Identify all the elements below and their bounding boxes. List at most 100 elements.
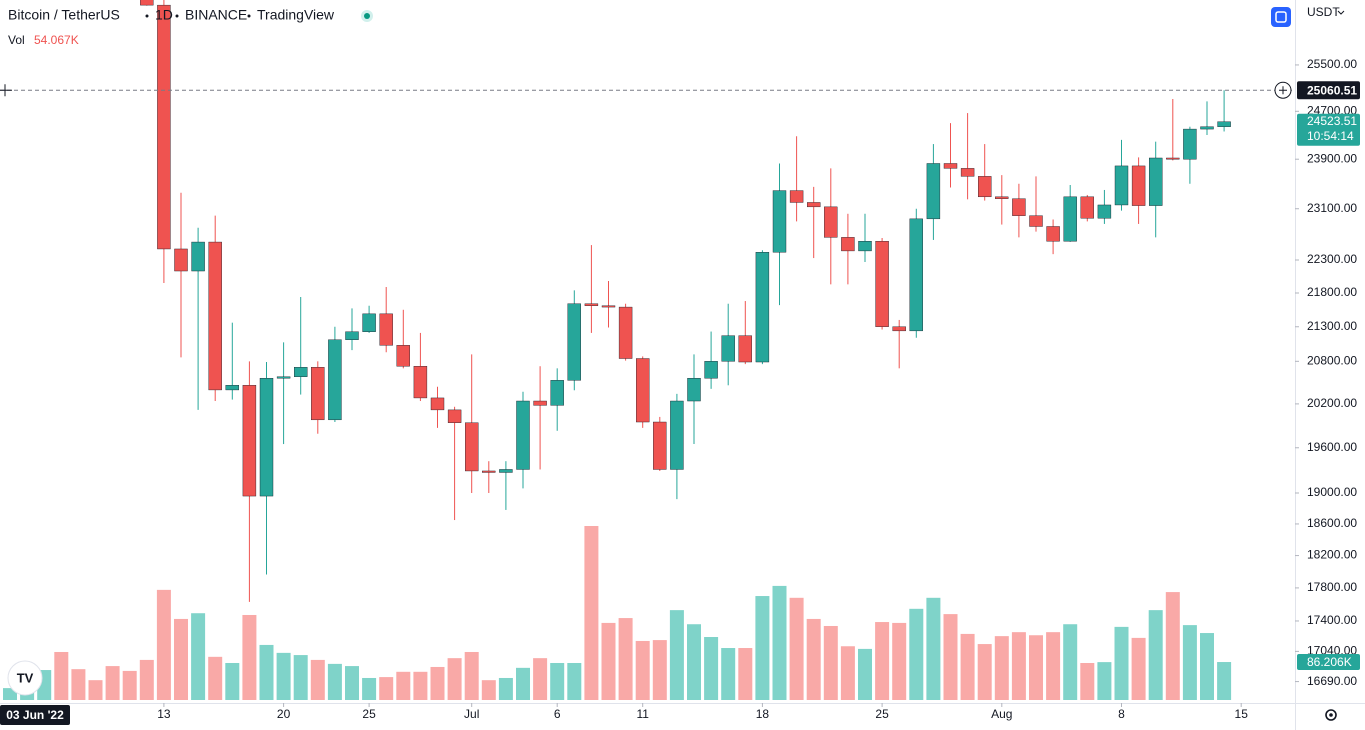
separator bbox=[175, 14, 179, 18]
candle-body bbox=[1166, 157, 1180, 160]
volume-bar bbox=[892, 622, 907, 700]
candle-body bbox=[1012, 198, 1026, 216]
volume-bar bbox=[242, 614, 257, 700]
interval[interactable]: 1D bbox=[155, 7, 173, 23]
volume-bar bbox=[276, 652, 291, 700]
candle-body bbox=[396, 345, 410, 367]
x-tick-label: Jul bbox=[464, 707, 479, 721]
volume-bar bbox=[704, 637, 719, 700]
candle-body bbox=[157, 4, 171, 250]
y-tick-label: 23900.00 bbox=[1307, 151, 1357, 165]
settings-icon[interactable] bbox=[1325, 709, 1337, 721]
y-tick-label: 23100.00 bbox=[1307, 201, 1357, 215]
market-status-dot bbox=[364, 13, 370, 19]
volume-bar bbox=[191, 613, 206, 700]
candle-body bbox=[1200, 126, 1214, 130]
volume-bar bbox=[139, 659, 154, 700]
candle-body bbox=[1148, 157, 1163, 206]
volume-bar bbox=[1029, 635, 1043, 700]
candle-body bbox=[841, 237, 855, 252]
volume-bar bbox=[840, 646, 855, 700]
candle-body bbox=[362, 313, 376, 332]
candle-body bbox=[1029, 215, 1043, 227]
volume-bar bbox=[379, 677, 394, 700]
volume-bar bbox=[396, 671, 411, 700]
candle-body bbox=[140, 0, 154, 6]
volume-bar bbox=[71, 669, 86, 700]
y-tick-label: 17800.00 bbox=[1307, 580, 1357, 594]
candle-body bbox=[294, 367, 308, 377]
candle-body bbox=[601, 305, 616, 308]
volume-bar bbox=[550, 662, 565, 700]
x-tick-label: 11 bbox=[636, 707, 649, 721]
candle-body bbox=[567, 303, 581, 381]
y-tick-label: 16690.00 bbox=[1307, 674, 1357, 688]
candle-body bbox=[909, 218, 923, 332]
x-tick-label: Aug bbox=[991, 707, 1012, 721]
y-tick-label: 20200.00 bbox=[1307, 396, 1357, 410]
volume-bar bbox=[1114, 626, 1129, 700]
volume-bar bbox=[208, 656, 223, 700]
candle-body bbox=[1114, 165, 1129, 206]
source: TradingView bbox=[257, 7, 335, 23]
candle-body bbox=[738, 335, 752, 363]
volume-bar bbox=[943, 614, 958, 700]
volume-bar bbox=[498, 677, 513, 700]
separator bbox=[247, 14, 251, 18]
volume-bar bbox=[54, 651, 69, 700]
y-tick-label: 22300.00 bbox=[1307, 252, 1357, 266]
candle-body bbox=[755, 252, 770, 363]
y-tick-label: 18200.00 bbox=[1307, 548, 1357, 562]
volume-bar bbox=[1063, 624, 1078, 700]
exchange: BINANCE bbox=[185, 7, 247, 23]
logo[interactable] bbox=[7, 660, 43, 696]
x-tick-label: 6 bbox=[554, 707, 561, 721]
candle-body bbox=[1217, 121, 1231, 127]
volume-bar bbox=[635, 640, 650, 700]
volume-bar bbox=[105, 666, 120, 700]
volume-bar bbox=[430, 666, 445, 700]
candle-body bbox=[242, 385, 257, 497]
candle-body bbox=[875, 241, 889, 327]
volume-bar bbox=[481, 680, 496, 700]
volume-bar bbox=[1131, 637, 1146, 700]
volume-bar bbox=[1200, 633, 1214, 700]
candle-body bbox=[1097, 204, 1112, 219]
crosshair-price-label: 25060.51 bbox=[1307, 83, 1357, 97]
volume-bar bbox=[413, 671, 428, 700]
volume-bar bbox=[977, 644, 992, 700]
volume-bar bbox=[533, 658, 548, 700]
sync-button[interactable] bbox=[1271, 7, 1291, 27]
candle-body bbox=[704, 361, 718, 379]
sync-icon bbox=[1275, 11, 1287, 23]
x-tick-label: 18 bbox=[756, 707, 770, 721]
settings-icon-core bbox=[1329, 713, 1333, 717]
candle-body bbox=[618, 306, 633, 359]
volume-bar bbox=[156, 589, 171, 700]
volume-bar bbox=[3, 688, 17, 700]
volume-value-label: 86.206K bbox=[1307, 655, 1352, 669]
volume-bar bbox=[1097, 662, 1112, 700]
candle-body bbox=[328, 339, 342, 421]
candle-body bbox=[653, 421, 667, 470]
volume-bar bbox=[327, 663, 342, 700]
candle-body bbox=[670, 400, 684, 470]
volume-bar bbox=[994, 636, 1009, 700]
candle-body bbox=[465, 422, 479, 472]
volume-bar bbox=[721, 648, 736, 700]
volume-bar bbox=[738, 648, 753, 700]
volume-bar bbox=[1046, 632, 1061, 700]
volume-bar bbox=[926, 597, 941, 700]
last-price-label: 24523.51 bbox=[1307, 114, 1357, 128]
currency[interactable]: USDT bbox=[1307, 5, 1340, 19]
x-tick-label: 25 bbox=[875, 707, 889, 721]
volume-bar bbox=[1217, 662, 1232, 700]
candle-body bbox=[345, 331, 359, 340]
axes: 25500.0024700.0023900.0023100.0022300.00… bbox=[157, 57, 1357, 721]
candle-body bbox=[276, 376, 291, 379]
candle-body bbox=[1063, 196, 1077, 242]
candle-body bbox=[499, 469, 513, 473]
volume-bar bbox=[687, 624, 701, 700]
y-tick-label: 19600.00 bbox=[1307, 440, 1357, 454]
candle-body bbox=[1080, 196, 1095, 219]
